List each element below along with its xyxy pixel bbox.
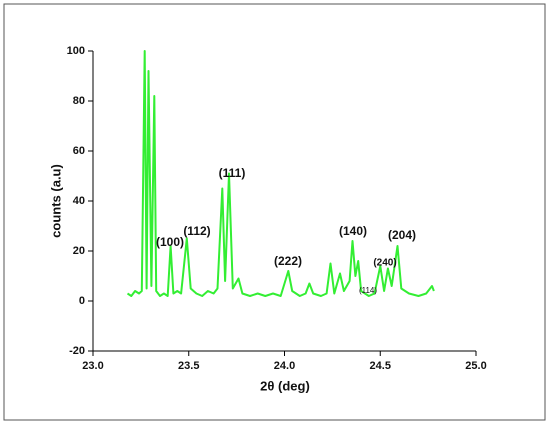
y-tick-label: 20 — [73, 245, 85, 257]
peak-annotation: (222) — [274, 254, 302, 268]
y-tick-label: 40 — [73, 195, 85, 207]
data-line — [126, 50, 435, 297]
x-tick-label: 23.5 — [178, 360, 199, 372]
x-axis-label: 2θ (deg) — [260, 378, 310, 393]
y-tick-label: 60 — [73, 145, 85, 157]
x-tick-label: 24.5 — [370, 360, 391, 372]
peak-annotation: (111) — [219, 166, 246, 180]
frame — [3, 3, 546, 421]
x-tick-label: 23.0 — [82, 360, 103, 372]
peak-annotation: (240) — [373, 258, 396, 269]
y-axis-label: counts (a.u) — [48, 164, 63, 238]
peak-annotation: (204) — [388, 228, 416, 242]
peak-annotation: (114) — [359, 286, 377, 295]
x-tick-label: 25.0 — [465, 360, 486, 372]
peak-annotation: (112) — [183, 224, 210, 238]
y-tick-label: -20 — [69, 345, 85, 357]
y-tick-label: 0 — [79, 295, 85, 307]
peak-annotation: (140) — [339, 224, 367, 238]
y-tick-label: 100 — [67, 45, 85, 57]
peak-annotation: (100) — [156, 235, 184, 249]
y-tick-label: 80 — [73, 95, 85, 107]
x-tick-label: 24.0 — [274, 360, 295, 372]
